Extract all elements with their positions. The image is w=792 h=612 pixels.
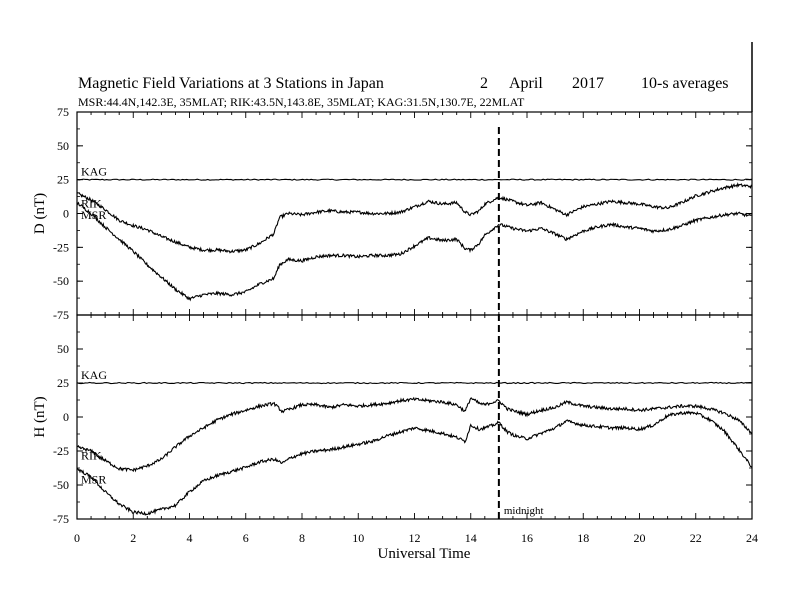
series-line-kag-d — [76, 178, 753, 181]
y-tick-label-d: -50 — [53, 274, 69, 288]
y-axis-label-d: D (nT) — [32, 193, 48, 234]
midnight-label: midnight — [504, 505, 544, 517]
x-tick-label: 16 — [521, 531, 533, 545]
title-main: Magnetic Field Variations at 3 Stations … — [78, 75, 384, 92]
title-note: 10-s averages — [641, 75, 729, 92]
x-tick-label: 10 — [352, 531, 364, 545]
y-tick-label-h: -50 — [53, 478, 69, 492]
y-tick-label-d: 25 — [57, 173, 69, 187]
x-tick-label: 8 — [299, 531, 305, 545]
x-tick-label: 14 — [465, 531, 477, 545]
series-line-msr-h — [76, 410, 753, 516]
y-tick-label-h: -75 — [53, 512, 69, 526]
y-tick-label-d: -25 — [53, 240, 69, 254]
panel-h: 50 25 0 -25 -50 -75 H (nT) KAG RIK MSR — [32, 314, 753, 526]
x-tick-label: 12 — [409, 531, 421, 545]
y-tick-label-d: 50 — [57, 139, 69, 153]
series-line-msr-d — [76, 201, 753, 302]
series-label-msr-d: MSR — [81, 208, 106, 222]
y-tick-label-h: 25 — [57, 376, 69, 390]
x-tick-label: 4 — [187, 531, 193, 545]
x-axis-label: Universal Time — [378, 546, 471, 562]
plot-frame-h — [76, 314, 753, 520]
y-tick-label-d: 75 — [57, 105, 69, 119]
y-tick-label-d: 0 — [63, 207, 69, 221]
series-label-msr-h: MSR — [81, 473, 106, 487]
title-month: April — [509, 75, 543, 92]
x-tick-label: 20 — [634, 531, 646, 545]
title-day: 2 — [480, 75, 488, 92]
x-tick-label: 18 — [577, 531, 589, 545]
y-tick-label-d: -75 — [53, 308, 69, 322]
x-tick-label: 22 — [690, 531, 702, 545]
plot-frame-d — [76, 111, 753, 316]
x-tick-labels: 0 2 4 6 8 10 12 14 16 18 20 22 24 — [74, 531, 758, 545]
series-line-kag-h — [76, 381, 753, 385]
x-tick-label: 0 — [74, 531, 80, 545]
station-subtitle: MSR:44.4N,142.3E, 35MLAT; RIK:43.5N,143.… — [78, 95, 525, 109]
series-label-kag-h: KAG — [81, 368, 107, 382]
series-line-rik-h — [76, 396, 753, 473]
y-axis-label-h: H (nT) — [32, 396, 48, 437]
series-line-rik-d — [76, 182, 753, 254]
series-label-rik-h: RIK — [81, 448, 102, 462]
y-tick-label-h: 0 — [63, 410, 69, 424]
x-tick-label: 24 — [746, 531, 758, 545]
y-tick-label-h: 50 — [57, 342, 69, 356]
series-label-rik-d: RIK — [81, 196, 102, 210]
series-label-kag-d: KAG — [81, 165, 107, 179]
chart-title: Magnetic Field Variations at 3 Stations … — [78, 75, 729, 92]
x-tick-label: 2 — [130, 531, 136, 545]
midnight-marker: midnight — [497, 127, 544, 519]
y-tick-label-h: -25 — [53, 444, 69, 458]
x-tick-label: 6 — [243, 531, 249, 545]
title-year: 2017 — [572, 75, 604, 92]
